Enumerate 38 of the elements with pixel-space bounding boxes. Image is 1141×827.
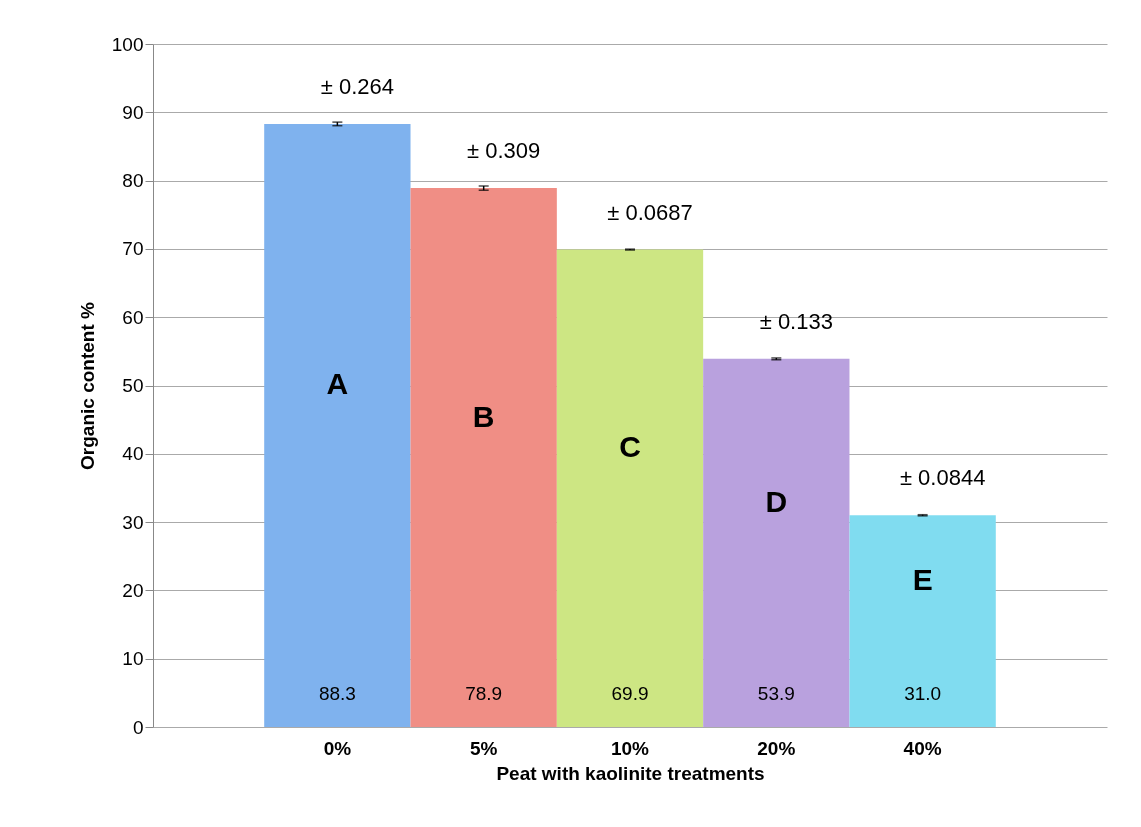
y-tick-label: 100 xyxy=(111,33,144,55)
y-tick-label: 80 xyxy=(122,170,144,192)
bar xyxy=(556,249,704,727)
annotation: ± 0.0844 xyxy=(899,465,986,491)
x-tick-label: 5% xyxy=(469,737,498,759)
x-tick-label: 40% xyxy=(903,737,942,759)
annotation: A xyxy=(326,367,349,401)
annotation: E xyxy=(912,563,933,597)
bar xyxy=(264,123,411,727)
annotation: ± 0.264 xyxy=(320,73,394,99)
annotation: D xyxy=(765,484,788,518)
y-tick-label: 0 xyxy=(132,716,144,738)
bar xyxy=(703,358,850,727)
x-tick-label: 20% xyxy=(757,737,796,759)
data-label: 88.3 xyxy=(318,683,356,704)
y-tick-label: 90 xyxy=(122,101,144,123)
y-tick-label: 10 xyxy=(122,648,144,670)
data-label: 31.0 xyxy=(904,683,942,704)
x-axis-title: Peat with kaolinite treatments xyxy=(496,762,765,784)
x-tick-label: 10% xyxy=(610,737,650,759)
data-label: 78.9 xyxy=(465,683,503,704)
data-label: 53.9 xyxy=(757,683,795,704)
y-tick-label: 70 xyxy=(122,238,144,260)
data-label: 69.9 xyxy=(611,683,649,704)
annotation: ± 0.309 xyxy=(467,138,541,164)
annotation: ± 0.133 xyxy=(759,308,833,334)
y-tick-label: 40 xyxy=(122,443,144,465)
bar xyxy=(849,515,996,727)
annotation: B xyxy=(472,399,495,433)
y-tick-label: 60 xyxy=(122,306,144,328)
y-tick-label: 50 xyxy=(122,375,144,396)
annotation: C xyxy=(619,430,641,464)
bar xyxy=(410,188,557,727)
x-tick-label: 0% xyxy=(323,737,352,759)
y-tick-label: 20 xyxy=(122,579,144,601)
annotation: ± 0.0687 xyxy=(607,199,693,225)
y-tick-label: 30 xyxy=(122,511,144,533)
y-axis-title: Organic content % xyxy=(76,301,98,470)
